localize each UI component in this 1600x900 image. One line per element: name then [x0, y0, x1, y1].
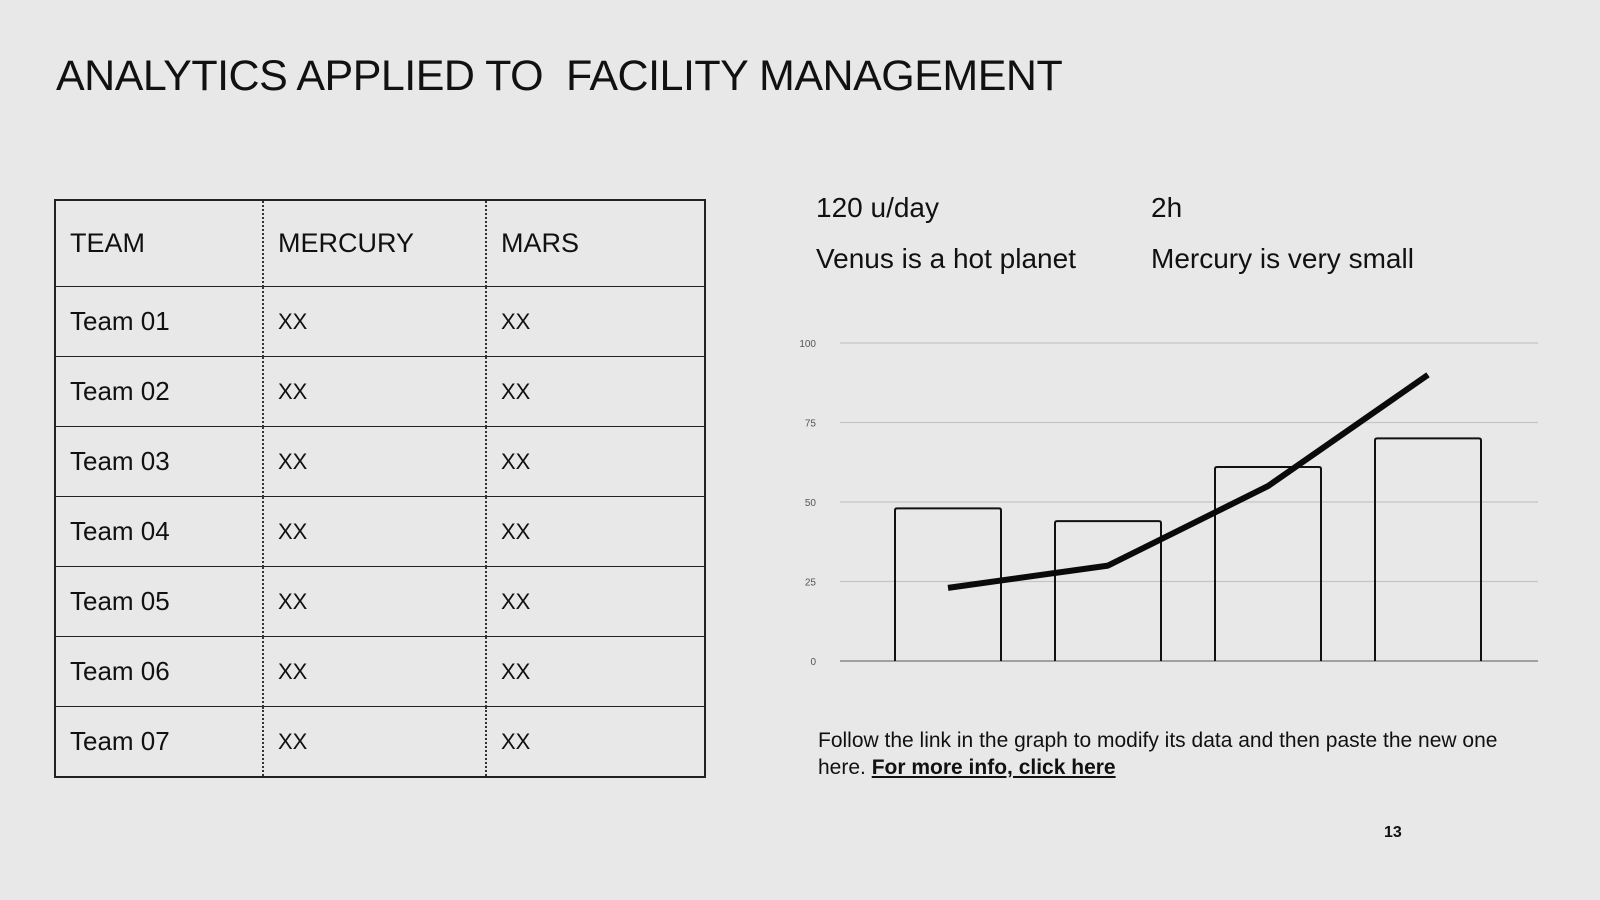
header-mercury: MERCURY [262, 200, 486, 287]
bar [1214, 466, 1322, 661]
bar [894, 507, 1002, 661]
mercury-value: XX [262, 356, 486, 427]
mars-value: XX [485, 426, 705, 497]
mercury-value: XX [262, 566, 486, 637]
teams-table: TEAM MERCURY MARS Team 01 XX XX Team 02 … [54, 199, 706, 778]
y-tick-label: 50 [805, 498, 817, 509]
team-name: Team 06 [55, 636, 263, 707]
page-title: ANALYTICS APPLIED TO FACILITY MANAGEMENT [56, 52, 1063, 100]
mercury-value: XX [262, 636, 486, 707]
mercury-value: XX [262, 496, 486, 567]
stat-value-duration: 2h [1151, 192, 1183, 223]
y-tick-label: 25 [805, 578, 817, 589]
mars-value: XX [485, 636, 705, 707]
y-tick-label: 0 [810, 657, 816, 668]
header-team: TEAM [55, 200, 263, 287]
stat-caption-venus: Venus is a hot planet [816, 243, 1076, 274]
trend-line [947, 372, 1430, 591]
header-mars: MARS [485, 200, 705, 287]
team-name: Team 07 [55, 706, 263, 778]
table-row: Team 02 XX XX [55, 356, 705, 427]
y-tick-label: 75 [805, 419, 817, 430]
bar [1374, 437, 1482, 661]
table-row: Team 05 XX XX [55, 566, 705, 637]
mars-value: XX [485, 356, 705, 427]
table-header-row: TEAM MERCURY MARS [55, 200, 705, 287]
table-row: Team 04 XX XX [55, 496, 705, 567]
mercury-value: XX [262, 706, 486, 778]
bar-line-chart: 0 25 50 75 100 [800, 339, 1538, 668]
mars-value: XX [485, 496, 705, 567]
team-name: Team 01 [55, 286, 263, 357]
team-name: Team 05 [55, 566, 263, 637]
y-tick-label: 100 [800, 339, 816, 350]
table-row: Team 03 XX XX [55, 426, 705, 497]
more-info-link[interactable]: For more info, click here [871, 756, 1116, 779]
table-row: Team 01 XX XX [55, 286, 705, 357]
team-name: Team 02 [55, 356, 263, 427]
stat-value-rate: 120 u/day [816, 192, 939, 223]
stat-caption-mercury: Mercury is very small [1151, 243, 1414, 274]
mars-value: XX [485, 566, 705, 637]
mercury-value: XX [262, 426, 486, 497]
chart-note: Follow the link in the graph to modify i… [818, 727, 1538, 781]
mars-value: XX [485, 286, 705, 357]
table-row: Team 07 XX XX [55, 706, 705, 778]
page-number: 13 [1384, 824, 1402, 841]
team-name: Team 03 [55, 426, 263, 497]
note-text: Follow the link in the graph to modify i… [818, 729, 1498, 779]
table-row: Team 06 XX XX [55, 636, 705, 707]
bar [1054, 520, 1162, 661]
mercury-value: XX [262, 286, 486, 357]
mars-value: XX [485, 706, 705, 778]
team-name: Team 04 [55, 496, 263, 567]
